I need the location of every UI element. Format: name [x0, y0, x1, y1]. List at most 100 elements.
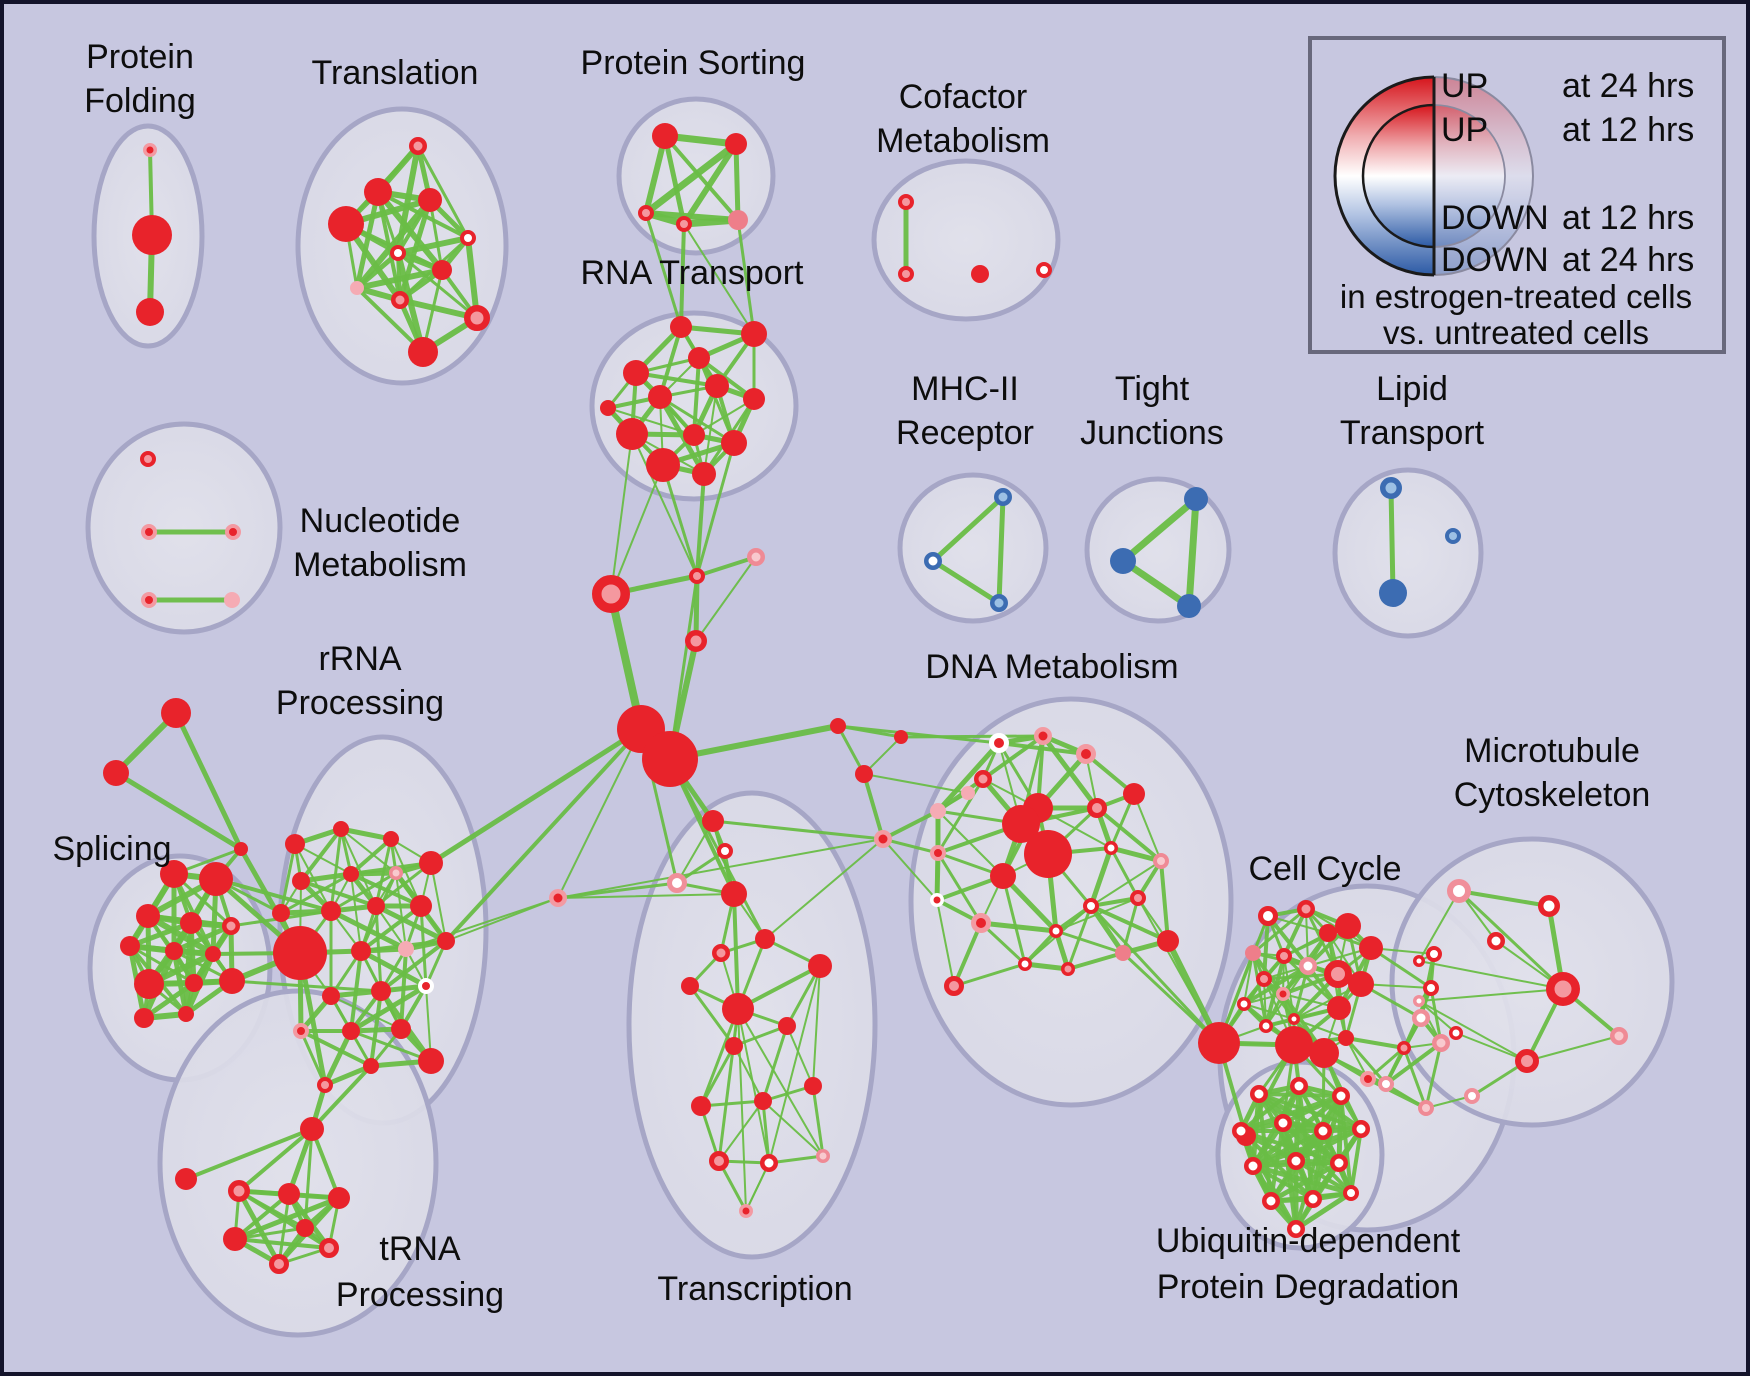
edge [881, 837, 940, 855]
node-m2 [924, 552, 942, 570]
edge [557, 728, 642, 899]
edge [279, 872, 353, 915]
node-nm2 [141, 524, 157, 540]
node-dn20 [1115, 945, 1131, 961]
edge [379, 939, 448, 993]
edge [310, 1127, 341, 1200]
node-rt11 [646, 448, 680, 482]
edge [354, 189, 381, 291]
node-tn_top [300, 1117, 324, 1141]
edge [662, 133, 687, 227]
node-cc15 [1288, 1013, 1300, 1025]
node-tl1 [409, 137, 427, 155]
edge [1022, 961, 1071, 972]
edge [761, 1024, 789, 1103]
node-tr8 [681, 977, 699, 995]
edge [899, 734, 1045, 739]
edge [764, 838, 884, 940]
edge [786, 1025, 814, 1087]
node-rr3 [383, 831, 399, 847]
node-dn14 [930, 893, 944, 907]
edge [1023, 929, 1058, 966]
node-mt8 [1413, 955, 1425, 967]
node-rr8 [272, 904, 290, 922]
node-dnh2 [1024, 830, 1072, 878]
edge [978, 920, 1059, 934]
node-mt3 [1487, 932, 1505, 950]
edge [354, 267, 445, 291]
node-rr13 [398, 941, 414, 957]
node-ub5 [1274, 1114, 1292, 1132]
edge [979, 921, 1027, 966]
node-cm2 [898, 266, 914, 282]
node-ccb [1198, 1022, 1240, 1064]
edge [693, 398, 755, 436]
edge [350, 873, 362, 952]
node-tg2 [103, 760, 129, 786]
legend-time-3: at 24 hrs [1562, 241, 1694, 279]
edge [395, 235, 471, 256]
node-sp5 [222, 917, 240, 935]
node-cc19 [1423, 980, 1439, 996]
node-b2 [747, 548, 765, 566]
node-rt2 [741, 321, 767, 347]
node-cc2 [1297, 900, 1315, 918]
node-rt8 [616, 418, 648, 450]
edge [631, 433, 698, 577]
cluster-label-rna_transport: RNA Transport [581, 254, 805, 292]
edge [981, 734, 1045, 781]
edge [1185, 495, 1200, 610]
node-tr5 [712, 944, 730, 962]
node-tr18 [739, 1204, 753, 1218]
edge [881, 809, 940, 841]
node-dn21 [1157, 930, 1179, 952]
node-sp13 [178, 1006, 194, 1022]
node-mt6 [1515, 1049, 1539, 1073]
cluster-label-mhc_ii_receptor: MHC-II Receptor [896, 370, 1034, 452]
edge [768, 965, 821, 1164]
node-nm1 [140, 451, 156, 467]
edge [1109, 846, 1140, 900]
node-ub7 [1352, 1120, 1370, 1138]
edge [397, 297, 480, 321]
edge [405, 897, 559, 950]
node-ub2 [1290, 1077, 1308, 1095]
edge [717, 1007, 740, 1163]
legend-keyword-1: UP [1441, 111, 1488, 149]
node-sp12 [134, 1008, 154, 1028]
edge [1418, 1000, 1457, 1034]
node-mt1 [1447, 879, 1471, 903]
node-tl11 [408, 337, 438, 367]
edge [359, 904, 423, 953]
edge [1266, 914, 1310, 968]
edge [428, 726, 644, 866]
edge [663, 134, 740, 222]
edge [936, 851, 983, 925]
edge [395, 872, 407, 950]
edge [1264, 954, 1286, 1028]
node-tr15 [709, 1151, 729, 1171]
node-ps4 [676, 216, 692, 232]
node-cc7 [1276, 948, 1292, 964]
edge [1119, 495, 1200, 565]
node-mt5 [1610, 1027, 1628, 1045]
node-dn10 [1104, 841, 1118, 855]
cluster-label-nucleotide_metabolism: Nucleotide Metabolism [293, 502, 467, 584]
legend-caption-0: in estrogen-treated cells [1340, 278, 1692, 315]
node-ub1 [1250, 1085, 1268, 1103]
edge [1217, 914, 1270, 1045]
node-dn22 [944, 976, 964, 996]
node-cch2 [1309, 1038, 1339, 1068]
edge [338, 826, 394, 842]
edge [658, 395, 736, 445]
edge [737, 1008, 824, 1157]
edge [732, 892, 740, 1011]
node-cc1 [1258, 906, 1278, 926]
node-dn11 [1153, 853, 1169, 869]
edge [310, 1064, 373, 1131]
node-m3 [990, 594, 1008, 612]
node-mt4 [1546, 972, 1580, 1006]
node-sp8 [205, 946, 221, 962]
node-dn_l [874, 830, 892, 848]
node-dnh1 [1002, 805, 1040, 843]
